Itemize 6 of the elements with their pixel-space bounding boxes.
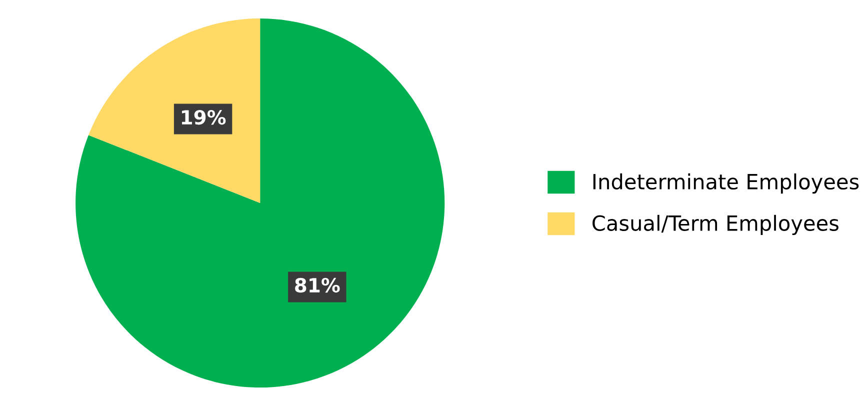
legend-label: Indeterminate Employees (593, 173, 859, 194)
legend-label: Casual/Term Employees (592, 214, 838, 236)
pie-slice (76, 18, 445, 388)
data-label: 19% (182, 110, 226, 125)
pie-slice (88, 18, 260, 203)
data-label: 81% (295, 278, 340, 293)
